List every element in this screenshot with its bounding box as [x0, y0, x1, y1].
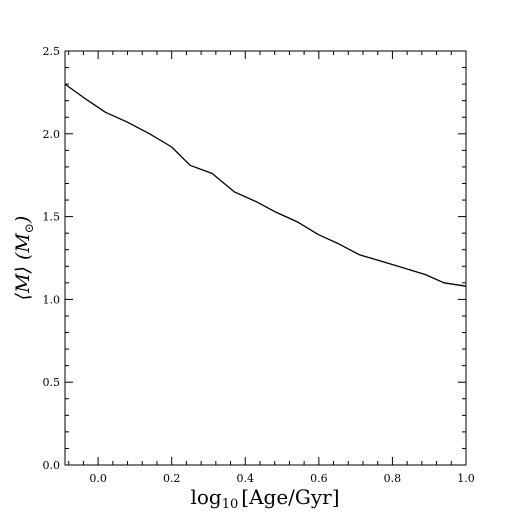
y-tick-label: 2.0 — [43, 128, 61, 141]
y-tick-label: 1.5 — [43, 211, 61, 224]
x-tick-label: 0.8 — [384, 472, 402, 485]
y-axis-label-prefix: ⟨M⟩ (M — [12, 233, 34, 301]
y-axis-label-sub: ⊙ — [22, 223, 36, 233]
plot-frame — [64, 50, 467, 466]
y-axis-label: ⟨M⟩ (M⊙) — [12, 216, 36, 301]
x-axis-label: log10 [Age/Gyr] — [190, 485, 339, 512]
x-axis-label-main: log — [190, 485, 221, 509]
y-tick-label: 1.0 — [43, 293, 61, 306]
tick-labels-layer: 0.0 0.2 0.4 0.6 0.8 1.0 0.0 0.5 1.0 1.5 2.0 2.5 — [43, 45, 475, 485]
x-tick-label: 0.6 — [310, 472, 328, 485]
y-tick-label: 0.5 — [43, 376, 61, 389]
ticks-layer — [65, 50, 467, 466]
x-axis-label-rest: [Age/Gyr] — [241, 485, 339, 509]
x-tick-label: 1.0 — [457, 472, 475, 485]
y-tick-label: 0.0 — [43, 459, 61, 472]
y-axis-label-suffix: ) — [12, 216, 34, 224]
x-tick-label: 0.4 — [237, 472, 255, 485]
x-axis-label-sub: 10 — [222, 497, 239, 512]
series-layer — [64, 83, 467, 287]
mean-mass-line — [64, 83, 467, 287]
x-tick-label: 0.2 — [163, 472, 181, 485]
y-tick-label: 2.5 — [43, 45, 61, 58]
x-tick-label: 0.0 — [89, 472, 107, 485]
